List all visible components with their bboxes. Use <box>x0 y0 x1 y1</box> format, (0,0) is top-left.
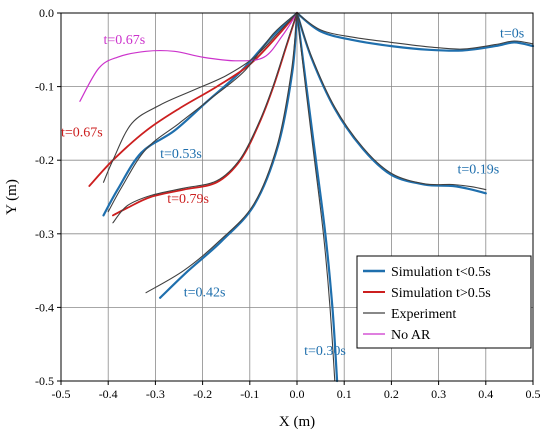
curve-label: t=0.42s <box>184 285 226 300</box>
series-line-blue <box>102 11 299 217</box>
series-line-gray <box>296 12 487 191</box>
series-line-blue <box>295 11 339 383</box>
series-line-blue <box>295 11 487 195</box>
curve-label: t=0.67s <box>103 33 145 48</box>
legend-label: Simulation t<0.5s <box>391 265 491 280</box>
x-axis-title: X (m) <box>279 414 315 430</box>
y-tick-label: -0.3 <box>35 227 54 241</box>
x-tick-label: 0.3 <box>431 387 446 401</box>
curve-labels: t=0s t=0.19s t=0.30s t=0.42s t=0.53s t=0.67s t… <box>61 26 524 359</box>
x-tick-label: -0.4 <box>99 387 118 401</box>
curves <box>79 11 535 383</box>
curve-label: t=0.53s <box>160 147 202 162</box>
series-line-gray <box>296 12 534 50</box>
x-tick-label: -0.3 <box>146 387 165 401</box>
x-tick-label: -0.5 <box>52 387 71 401</box>
x-tick-label: 0.0 <box>290 387 305 401</box>
curve-label: t=0.67s <box>61 126 103 141</box>
y-tick-label: -0.5 <box>35 374 54 388</box>
legend-box <box>356 255 532 349</box>
series-line-blue <box>159 11 299 299</box>
legend-label: Experiment <box>391 307 456 322</box>
curve-label: t=0.79s <box>167 192 209 207</box>
x-tick-label: -0.1 <box>240 387 259 401</box>
ticks: -0.5 -0.4 -0.3 -0.2 -0.1 0.0 0.1 0.2 0.3 0.4 0.5 0.… <box>35 6 541 401</box>
x-tick-label: -0.2 <box>193 387 212 401</box>
x-tick-label: 0.1 <box>337 387 352 401</box>
x-tick-label: 0.2 <box>384 387 399 401</box>
series-line-magenta <box>79 12 298 102</box>
legend-label: No AR <box>391 328 431 343</box>
y-axis-title: Y (m) <box>4 179 20 215</box>
series-line-gray <box>107 12 298 213</box>
x-tick-label: 0.5 <box>526 387 541 401</box>
y-tick-label: -0.2 <box>35 153 54 167</box>
legend: Simulation t<0.5s Simulation t>0.5s Experi… <box>356 255 532 349</box>
series-line-blue <box>295 11 535 52</box>
x-tick-label: 0.4 <box>478 387 493 401</box>
y-tick-label: -0.4 <box>35 300 54 314</box>
series-line-gray <box>112 12 298 224</box>
series-line-gray <box>145 12 298 294</box>
legend-label: Simulation t>0.5s <box>391 286 491 301</box>
series-line-gray <box>296 12 336 382</box>
y-tick-label: 0.0 <box>39 6 54 20</box>
curve-label: t=0s <box>500 26 524 41</box>
y-tick-label: -0.1 <box>35 80 54 94</box>
curve-label: t=0.30s <box>304 344 346 359</box>
series-line-red <box>88 12 298 187</box>
curve-label: t=0.19s <box>457 162 499 177</box>
series-line-gray <box>102 12 298 183</box>
